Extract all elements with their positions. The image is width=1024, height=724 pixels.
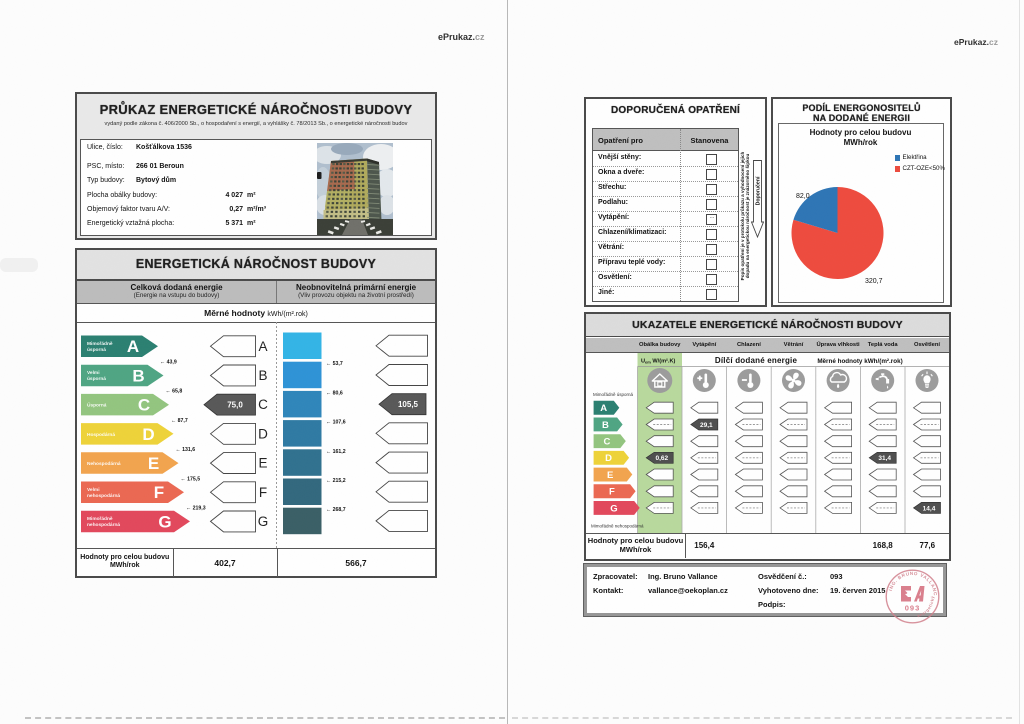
svg-text:E: E	[148, 454, 159, 473]
svg-text:← 43,9: ← 43,9	[160, 360, 177, 366]
svg-text:nehospodárná: nehospodárná	[87, 522, 120, 528]
svg-text:← 268,7: ← 268,7	[326, 507, 346, 513]
svg-text:nehospodárná: nehospodárná	[87, 493, 120, 499]
svg-text:0,62: 0,62	[655, 455, 668, 462]
svg-text:← 80,6: ← 80,6	[326, 390, 343, 396]
svg-text:B: B	[132, 367, 144, 386]
svg-text:82,0: 82,0	[796, 193, 810, 200]
svg-text:A: A	[127, 337, 139, 356]
svg-text:14,4: 14,4	[923, 505, 936, 512]
svg-text:G: G	[258, 514, 269, 529]
svg-text:úsporná: úsporná	[87, 347, 106, 353]
svg-text:E: E	[607, 470, 613, 481]
svg-text:Nehospodárná: Nehospodárná	[87, 461, 121, 467]
svg-text:← 219,3: ← 219,3	[186, 506, 206, 512]
svg-text:D: D	[258, 426, 268, 441]
svg-text:320,7: 320,7	[865, 278, 883, 285]
svg-text:Mimořádně nehospodárná: Mimořádně nehospodárná	[591, 523, 644, 528]
svg-text:A: A	[600, 403, 607, 414]
svg-text:D: D	[142, 425, 154, 444]
svg-text:← 131,6: ← 131,6	[176, 447, 196, 453]
svg-text:ING. BRUNO VALLANCE: ING. BRUNO VALLANCE	[884, 568, 938, 596]
svg-text:Mimořádně: Mimořádně	[87, 516, 113, 522]
svg-text:← 107,6: ← 107,6	[326, 420, 346, 426]
svg-text:Velmi: Velmi	[87, 487, 100, 493]
svg-text:Dílčí dodané energie: Dílčí dodané energie	[715, 356, 798, 365]
svg-text:31,4: 31,4	[878, 455, 891, 462]
svg-text:C: C	[138, 396, 150, 415]
svg-text:Mimořádně úsporná: Mimořádně úsporná	[593, 392, 634, 397]
svg-text:← 53,7: ← 53,7	[326, 361, 343, 367]
svg-text:093: 093	[905, 604, 921, 613]
svg-text:F: F	[259, 485, 267, 500]
svg-text:A: A	[258, 339, 267, 354]
svg-text:← 215,2: ← 215,2	[326, 478, 346, 484]
svg-text:F: F	[154, 483, 164, 502]
svg-text:Mimořádně: Mimořádně	[87, 341, 113, 347]
svg-text:E: E	[258, 456, 267, 471]
svg-text:G: G	[610, 503, 617, 514]
svg-text:Velmi: Velmi	[87, 370, 100, 376]
svg-text:105,5: 105,5	[398, 400, 419, 409]
svg-text:C: C	[603, 436, 610, 447]
svg-text:← 175,5: ← 175,5	[181, 476, 201, 482]
svg-text:75,0: 75,0	[227, 401, 243, 410]
svg-text:Měrné hodnoty kWh/(m².rok): Měrné hodnoty kWh/(m².rok)	[817, 358, 902, 365]
svg-text:úsporná: úsporná	[87, 376, 106, 382]
svg-text:F: F	[609, 486, 615, 497]
svg-text:D: D	[605, 453, 612, 464]
svg-text:← 65,8: ← 65,8	[166, 389, 183, 395]
svg-text:29,1: 29,1	[700, 421, 713, 428]
svg-text:C: C	[258, 397, 268, 412]
svg-text:B: B	[258, 368, 267, 383]
svg-text:Doporučení: Doporučení	[756, 176, 762, 205]
svg-text:Úsporná: Úsporná	[87, 402, 107, 409]
svg-text:← 87,7: ← 87,7	[171, 418, 188, 424]
svg-text:Hospodárná: Hospodárná	[87, 432, 115, 438]
svg-text:B: B	[602, 419, 609, 430]
svg-text:← 161,2: ← 161,2	[326, 449, 346, 455]
svg-text:G: G	[158, 512, 171, 531]
